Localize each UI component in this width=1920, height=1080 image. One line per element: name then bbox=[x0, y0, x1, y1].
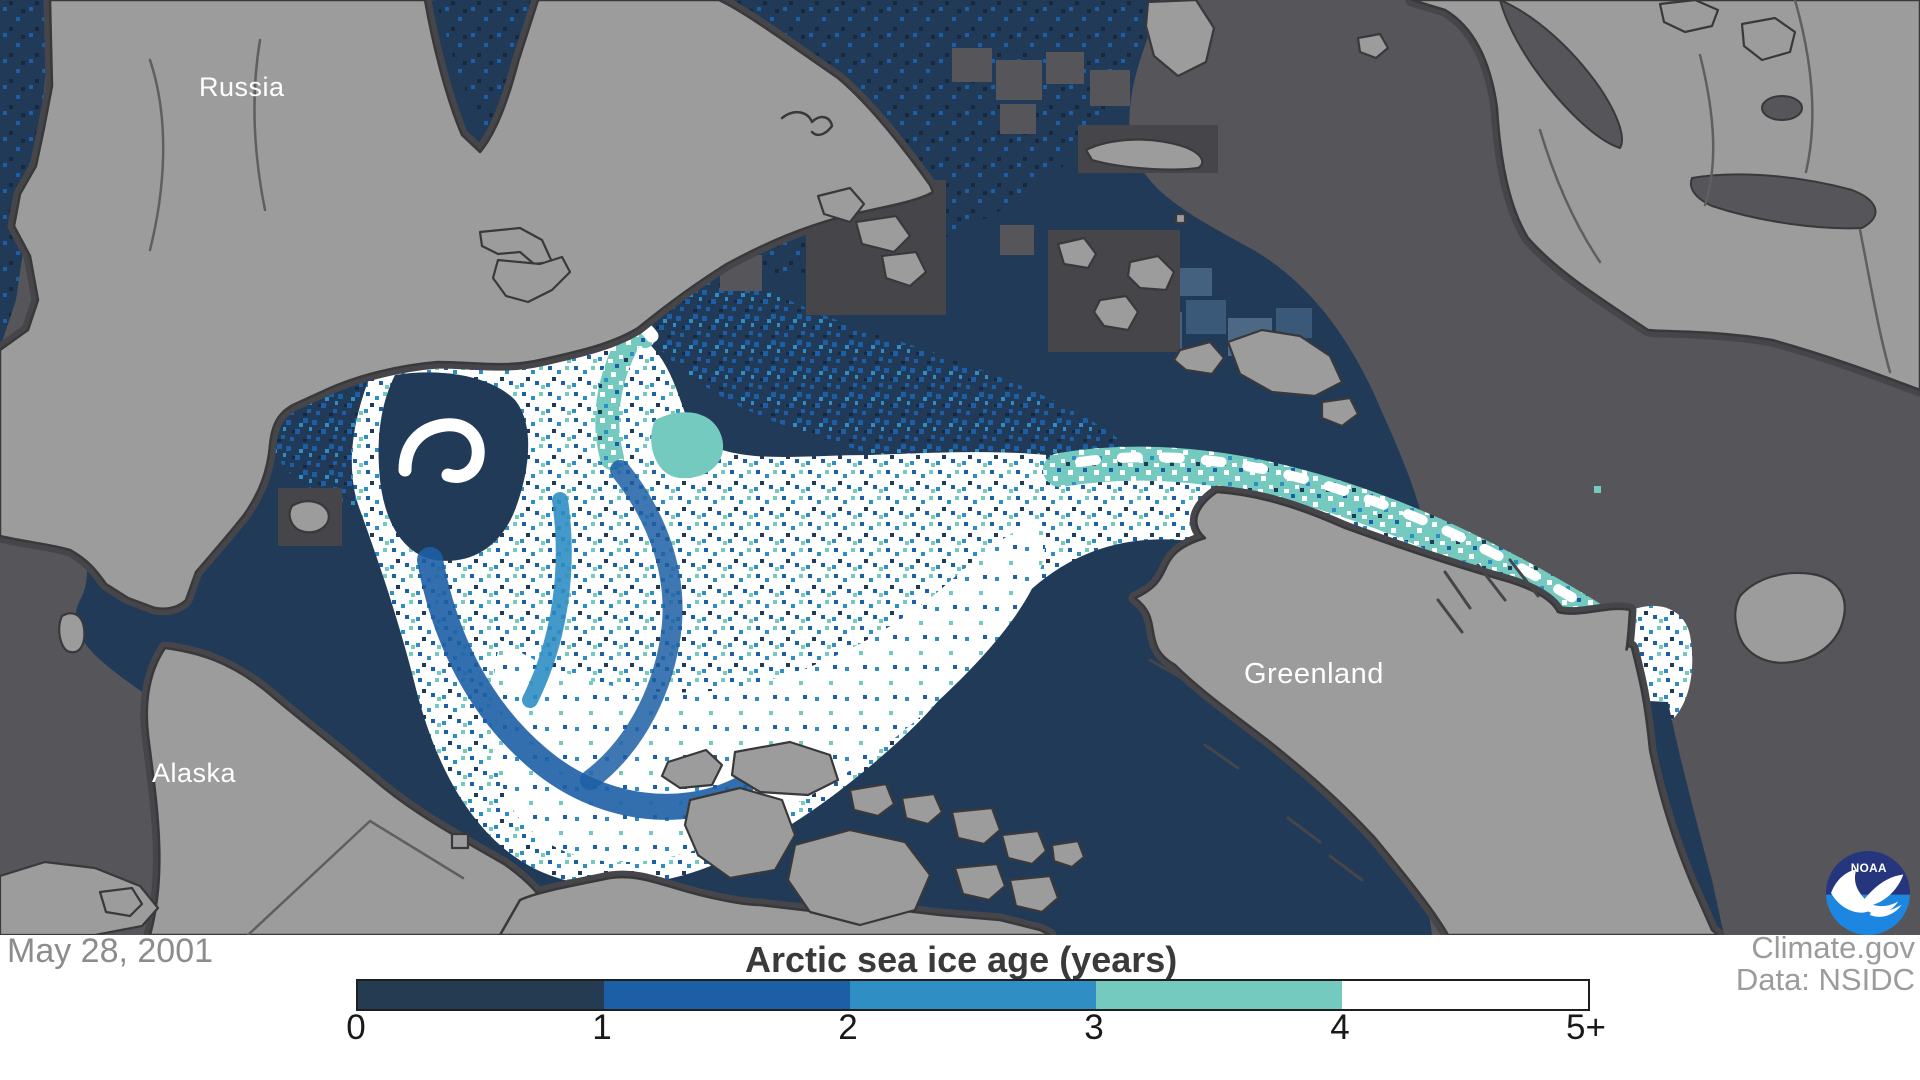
colorbar-segment-2-3 bbox=[850, 981, 1096, 1009]
credit-data: Data: NSIDC bbox=[1735, 962, 1915, 997]
taymyr-lake bbox=[780, 110, 834, 137]
islands bbox=[0, 0, 1846, 935]
blue-spiral-arm-1 bbox=[417, 547, 753, 820]
map-label-greenland: Greenland bbox=[1244, 658, 1384, 690]
missing-data-squares bbox=[720, 48, 1130, 291]
legend-tick-5plus: 5+ bbox=[1566, 1008, 1606, 1047]
map-label-russia: Russia bbox=[199, 72, 285, 102]
colorbar-segment-1-2 bbox=[604, 981, 850, 1009]
sea-inlets bbox=[1499, 0, 1877, 230]
noaa-logo-text: NOAA bbox=[1851, 862, 1887, 875]
date-label: May 28, 2001 bbox=[7, 932, 214, 970]
oldest-ice-core bbox=[491, 520, 1046, 863]
colorbar-segment-4-5 bbox=[1342, 981, 1588, 1009]
navy-eye bbox=[378, 372, 529, 561]
alaska-border-line bbox=[246, 819, 465, 935]
teal-vertical-band bbox=[595, 330, 640, 470]
teal-center-blob bbox=[651, 412, 724, 479]
legend-tick-0: 0 bbox=[346, 1008, 366, 1047]
legend-tick-2: 2 bbox=[838, 1008, 858, 1047]
credits: Climate.gov Data: NSIDC bbox=[1736, 932, 1915, 996]
legend-tick-1: 1 bbox=[592, 1008, 612, 1047]
iceland-land bbox=[1734, 571, 1846, 664]
legend-tick-3: 3 bbox=[1084, 1008, 1104, 1047]
map-label-alaska: Alaska bbox=[152, 758, 237, 788]
noaa-logo: NOAA bbox=[1826, 851, 1910, 935]
colorbar-segment-3-4 bbox=[1096, 981, 1342, 1009]
blue-spiral-arm-3 bbox=[580, 460, 683, 790]
gulf-of-bothnia bbox=[1499, 0, 1623, 149]
fram-strait-streak-white bbox=[1075, 452, 1650, 650]
borders-rivers bbox=[148, 0, 1892, 935]
white-sea bbox=[1690, 173, 1877, 230]
credit-source: Climate.gov bbox=[1751, 930, 1915, 965]
land-layer bbox=[0, 0, 1920, 935]
white-hook bbox=[398, 418, 485, 483]
arctic-sea-ice-map bbox=[0, 0, 1920, 935]
second-year-zone bbox=[625, 220, 1230, 520]
blue-spiral-arm-2 bbox=[522, 492, 572, 708]
legend-colorbar bbox=[356, 979, 1590, 1011]
colorbar-segment-0-1 bbox=[358, 981, 604, 1009]
legend-tick-4: 4 bbox=[1330, 1008, 1350, 1047]
fram-strait-streak bbox=[1043, 446, 1657, 667]
lone-teal-pixel bbox=[1594, 486, 1601, 493]
lake bbox=[1761, 95, 1803, 121]
seagull-icon bbox=[1831, 869, 1904, 917]
legend-title: Arctic sea ice age (years) bbox=[745, 939, 1178, 980]
greenland-fjords bbox=[1148, 558, 1540, 882]
